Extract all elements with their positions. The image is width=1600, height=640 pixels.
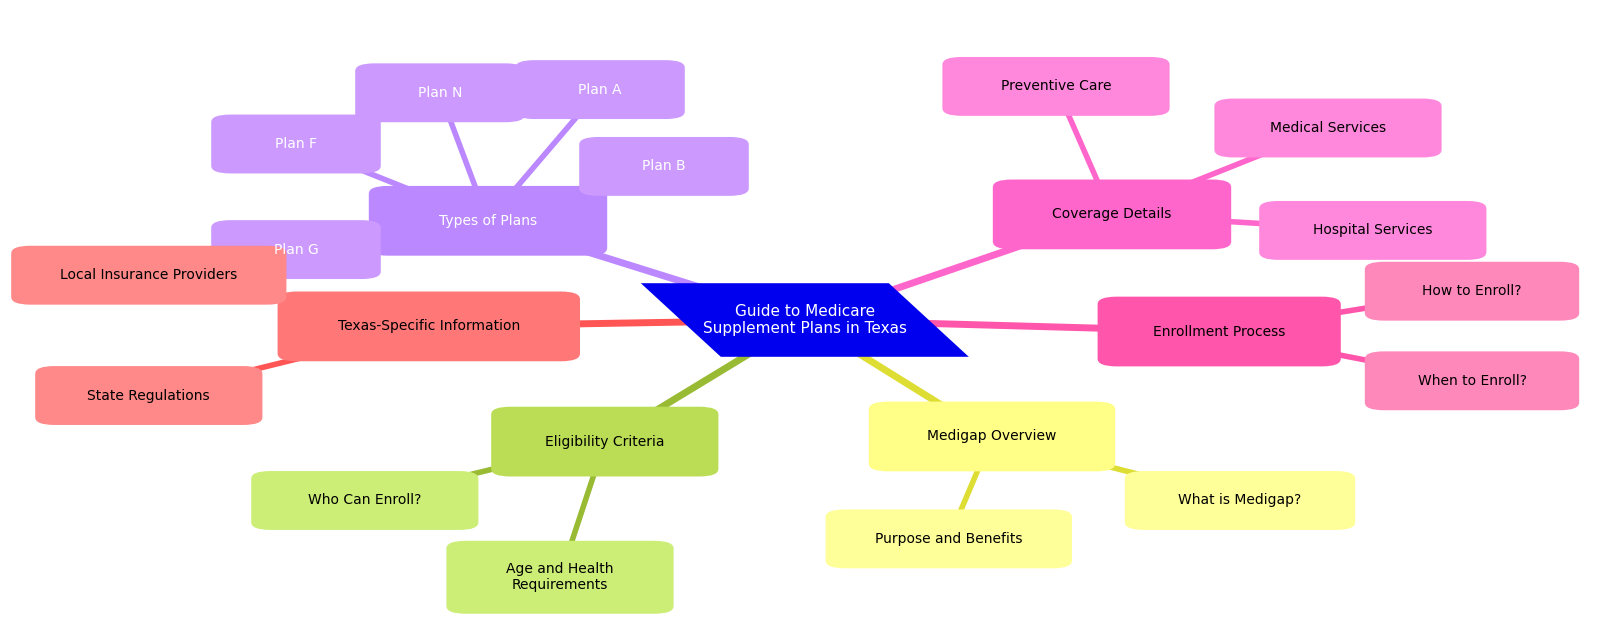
Text: Texas-Specific Information: Texas-Specific Information xyxy=(338,319,520,333)
FancyBboxPatch shape xyxy=(1365,351,1579,410)
FancyBboxPatch shape xyxy=(211,220,381,279)
Text: Guide to Medicare
Supplement Plans in Texas: Guide to Medicare Supplement Plans in Te… xyxy=(702,304,907,336)
FancyBboxPatch shape xyxy=(826,509,1072,568)
FancyBboxPatch shape xyxy=(992,179,1232,249)
FancyBboxPatch shape xyxy=(446,541,674,614)
Text: How to Enroll?: How to Enroll? xyxy=(1422,284,1522,298)
Text: Enrollment Process: Enrollment Process xyxy=(1154,324,1285,339)
FancyBboxPatch shape xyxy=(1214,99,1442,157)
FancyBboxPatch shape xyxy=(869,402,1115,471)
Text: What is Medigap?: What is Medigap? xyxy=(1178,493,1302,508)
FancyBboxPatch shape xyxy=(278,291,579,361)
FancyBboxPatch shape xyxy=(35,366,262,425)
FancyBboxPatch shape xyxy=(942,57,1170,116)
Text: Preventive Care: Preventive Care xyxy=(1000,79,1112,93)
FancyBboxPatch shape xyxy=(355,63,525,122)
FancyBboxPatch shape xyxy=(211,115,381,173)
FancyBboxPatch shape xyxy=(1125,471,1355,530)
Text: Eligibility Criteria: Eligibility Criteria xyxy=(546,435,664,449)
FancyBboxPatch shape xyxy=(251,471,478,530)
FancyBboxPatch shape xyxy=(368,186,606,255)
FancyBboxPatch shape xyxy=(579,137,749,196)
Text: State Regulations: State Regulations xyxy=(88,388,210,403)
Text: Age and Health
Requirements: Age and Health Requirements xyxy=(506,562,614,593)
FancyBboxPatch shape xyxy=(515,60,685,119)
Text: Coverage Details: Coverage Details xyxy=(1053,207,1171,221)
FancyBboxPatch shape xyxy=(491,407,718,476)
Text: Local Insurance Providers: Local Insurance Providers xyxy=(61,268,237,282)
Text: Medical Services: Medical Services xyxy=(1270,121,1386,135)
Text: Medigap Overview: Medigap Overview xyxy=(928,429,1056,444)
FancyBboxPatch shape xyxy=(1365,262,1579,321)
Text: Plan G: Plan G xyxy=(274,243,318,257)
Text: Hospital Services: Hospital Services xyxy=(1314,223,1432,237)
FancyBboxPatch shape xyxy=(1259,201,1486,260)
Text: Plan A: Plan A xyxy=(578,83,622,97)
Polygon shape xyxy=(640,283,970,357)
Text: Types of Plans: Types of Plans xyxy=(438,214,538,228)
Text: Who Can Enroll?: Who Can Enroll? xyxy=(309,493,421,508)
FancyBboxPatch shape xyxy=(11,246,286,305)
Text: When to Enroll?: When to Enroll? xyxy=(1418,374,1526,388)
Text: Purpose and Benefits: Purpose and Benefits xyxy=(875,532,1022,546)
Text: Plan F: Plan F xyxy=(275,137,317,151)
Text: Plan N: Plan N xyxy=(418,86,462,100)
Text: Plan B: Plan B xyxy=(642,159,686,173)
FancyBboxPatch shape xyxy=(1098,296,1341,366)
